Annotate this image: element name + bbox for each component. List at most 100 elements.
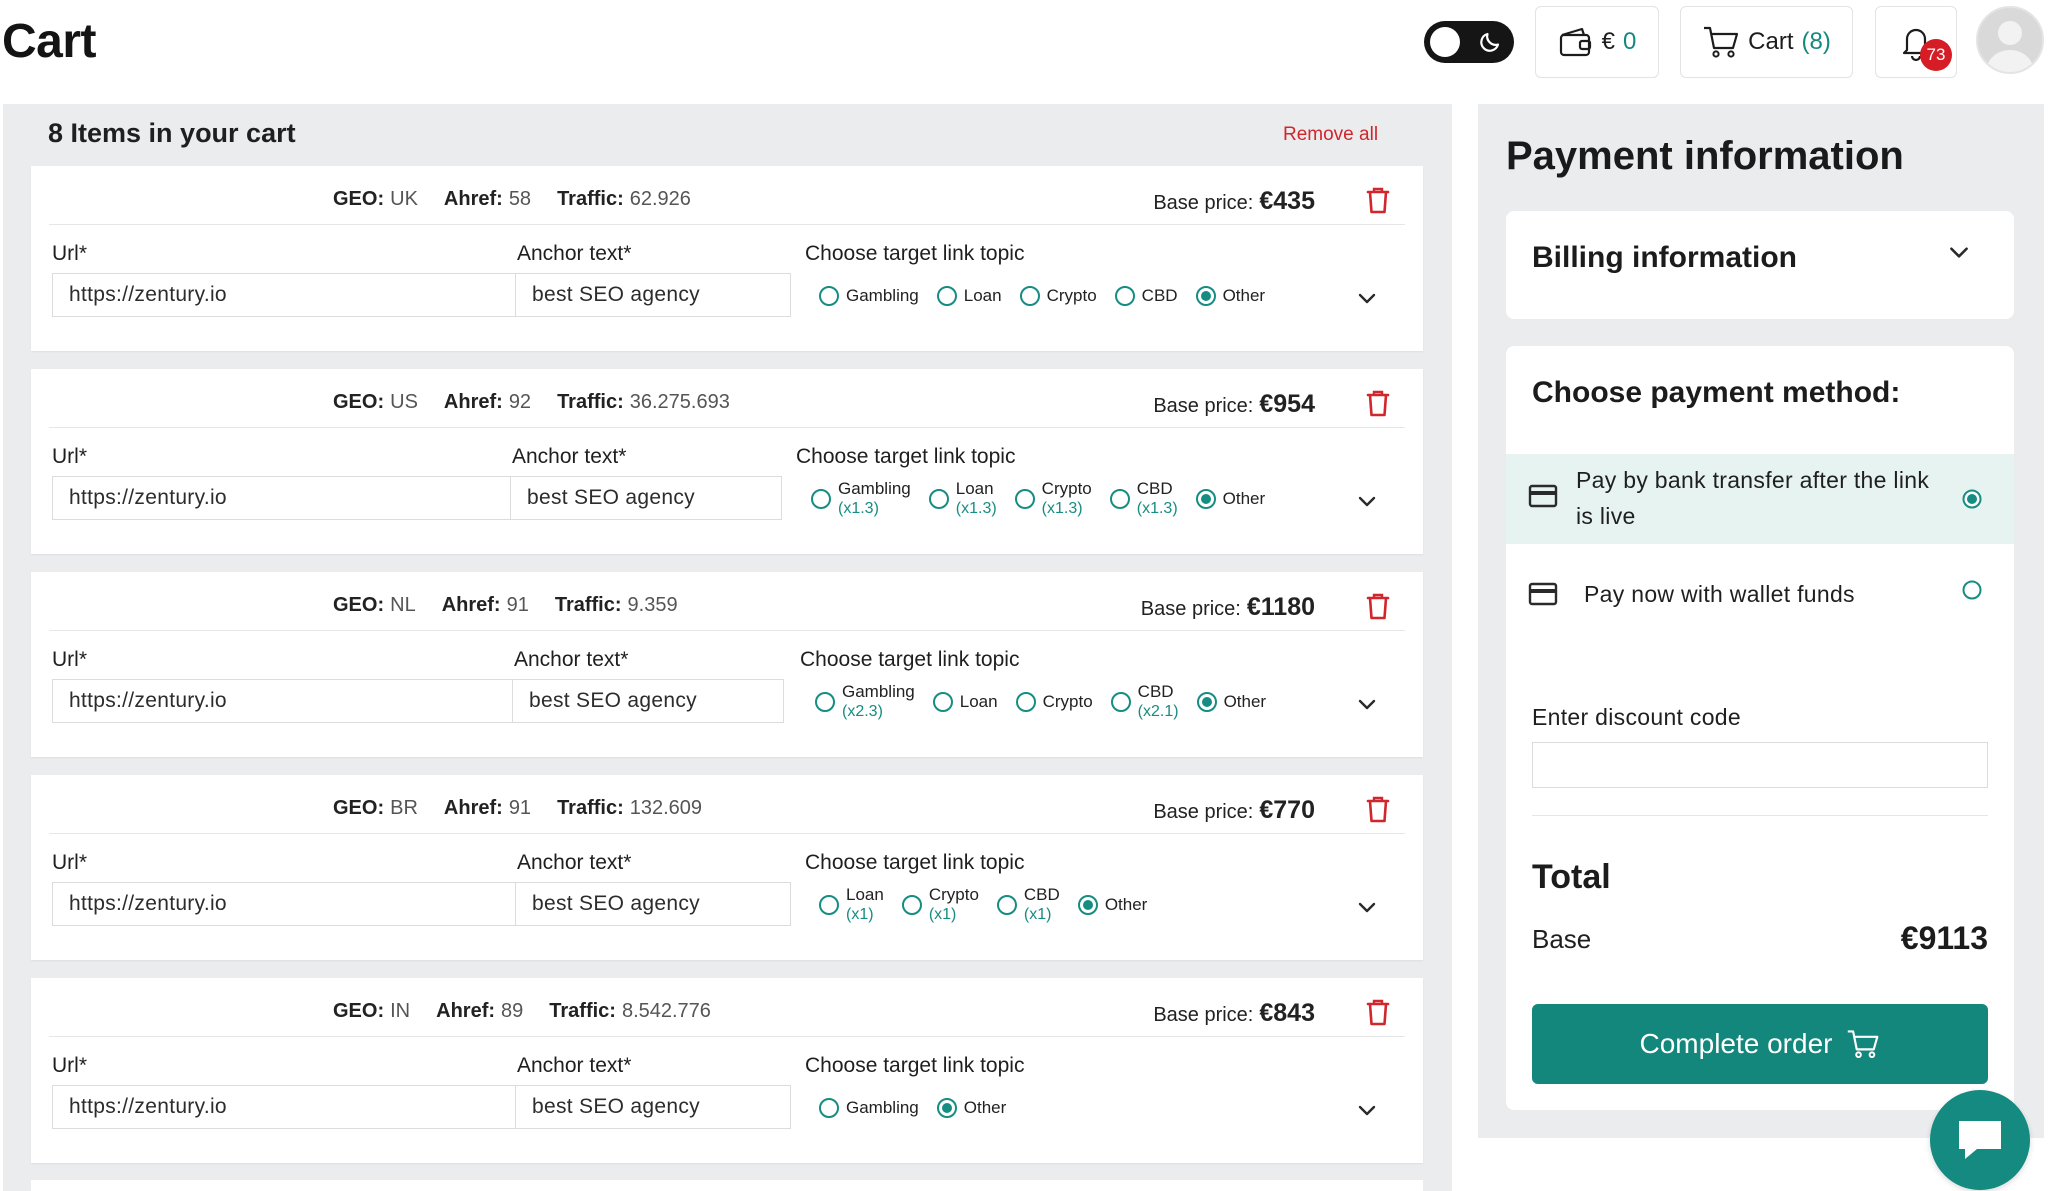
- discount-input[interactable]: [1532, 742, 1988, 788]
- url-input[interactable]: [52, 1085, 533, 1129]
- radio-button[interactable]: [819, 286, 839, 306]
- billing-title: Billing information: [1532, 241, 1797, 274]
- payment-method-title: Choose payment method:: [1532, 376, 1901, 409]
- topic-option-loan[interactable]: Loan: [932, 692, 998, 712]
- radio-button[interactable]: [1014, 489, 1035, 509]
- topic-name: Loan: [963, 286, 1002, 305]
- item-meta: GEO: UK Ahref: 58 Traffic: 62.926: [333, 188, 711, 211]
- topic-option-gambling[interactable]: Gambling: [819, 286, 919, 306]
- radio-button[interactable]: [819, 1098, 839, 1118]
- topic-option-gambling[interactable]: Gambling (x1.3): [811, 479, 911, 519]
- topic-label: Choose target link topic: [800, 648, 1020, 671]
- cart-label: Cart: [1748, 28, 1794, 55]
- radio-button[interactable]: [932, 692, 953, 712]
- radio-button[interactable]: [936, 286, 957, 306]
- traffic-value: 36.275.693: [629, 391, 730, 413]
- anchor-label: Anchor text*: [517, 1054, 632, 1077]
- trash-icon[interactable]: [1365, 998, 1391, 1026]
- trash-icon[interactable]: [1365, 389, 1391, 417]
- base-price-label: Base price:: [1153, 395, 1254, 417]
- topic-name: Loan: [955, 479, 994, 498]
- wallet-icon: [1559, 27, 1591, 57]
- radio-button[interactable]: [928, 489, 949, 509]
- item-meta: GEO: IN Ahref: 89 Traffic: 8.542.776: [333, 1000, 731, 1023]
- chevron-down-icon[interactable]: [1946, 239, 1972, 265]
- topic-option-crypto[interactable]: Crypto: [1019, 286, 1097, 306]
- topic-option-loan[interactable]: Loan: [936, 286, 1002, 306]
- anchor-input[interactable]: [515, 273, 791, 317]
- trash-icon[interactable]: [1365, 592, 1391, 620]
- radio-button[interactable]: [1019, 286, 1040, 306]
- traffic-value: 132.609: [629, 797, 703, 819]
- topic-option-other[interactable]: Other: [1195, 286, 1265, 306]
- radio-button[interactable]: [1195, 489, 1216, 509]
- payment-method-bank-transfer[interactable]: [1506, 454, 2014, 544]
- topic-option-cbd[interactable]: CBD (x1.3): [1109, 479, 1178, 519]
- topic-option-crypto[interactable]: Crypto: [1015, 692, 1093, 712]
- trash-icon[interactable]: [1365, 795, 1391, 823]
- url-input[interactable]: [52, 679, 531, 723]
- radio-button[interactable]: [901, 895, 922, 915]
- radio-button[interactable]: [1015, 692, 1036, 712]
- theme-toggle[interactable]: [1424, 21, 1514, 63]
- radio-button[interactable]: [1110, 692, 1131, 712]
- chevron-down-icon[interactable]: [1355, 286, 1379, 310]
- radio-button[interactable]: [811, 489, 831, 509]
- topic-option-other[interactable]: Other: [1077, 895, 1147, 915]
- anchor-input[interactable]: [515, 1085, 791, 1129]
- chevron-down-icon[interactable]: [1355, 489, 1379, 513]
- topic-option-crypto[interactable]: Crypto (x1): [901, 885, 979, 925]
- radio-button[interactable]: [1114, 286, 1135, 306]
- topic-name: CBD: [1137, 682, 1174, 701]
- trash-icon[interactable]: [1365, 186, 1391, 214]
- topic-option-gambling[interactable]: Gambling (x2.3): [815, 682, 915, 722]
- topic-option-cbd[interactable]: CBD (x1): [996, 885, 1060, 925]
- anchor-input[interactable]: [512, 679, 784, 723]
- topic-name: CBD: [1141, 286, 1178, 305]
- payment-method-wallet[interactable]: Pay now with wallet funds: [1528, 576, 1855, 612]
- chat-button[interactable]: [1930, 1090, 2030, 1190]
- chevron-down-icon[interactable]: [1355, 692, 1379, 716]
- divider: [1532, 815, 1988, 816]
- radio-button[interactable]: [936, 1098, 957, 1118]
- radio-button[interactable]: [1077, 895, 1098, 915]
- url-input[interactable]: [52, 273, 533, 317]
- radio-button[interactable]: [1195, 286, 1216, 306]
- remove-all-link[interactable]: Remove all: [1283, 124, 1379, 145]
- topic-option-gambling[interactable]: Gambling: [819, 1098, 919, 1118]
- radio-button[interactable]: [815, 692, 835, 712]
- cart-button[interactable]: Cart (8): [1680, 6, 1853, 78]
- cart-icon: [1704, 26, 1739, 58]
- complete-order-label: Complete order: [1639, 1028, 1833, 1059]
- topic-option-loan[interactable]: Loan (x1.3): [928, 479, 997, 519]
- topic-option-other[interactable]: Other: [1196, 692, 1267, 712]
- wallet-button[interactable]: € 0: [1535, 6, 1659, 78]
- topic-option-crypto[interactable]: Crypto (x1.3): [1014, 479, 1092, 519]
- anchor-input[interactable]: [510, 476, 782, 520]
- avatar-icon: [1986, 21, 2034, 72]
- topic-option-other[interactable]: Other: [1195, 489, 1265, 509]
- topic-option-cbd[interactable]: CBD (x2.1): [1110, 682, 1179, 722]
- radio-button[interactable]: [996, 895, 1017, 915]
- anchor-input[interactable]: [515, 882, 791, 926]
- topic-option-other[interactable]: Other: [936, 1098, 1007, 1118]
- chevron-down-icon[interactable]: [1355, 1098, 1379, 1122]
- radio-button[interactable]: [819, 895, 839, 915]
- complete-order-button[interactable]: Complete order: [1532, 1004, 1988, 1084]
- topic-name: Other: [963, 1098, 1007, 1117]
- billing-accordion[interactable]: Billing information: [1506, 211, 2014, 319]
- url-input[interactable]: [52, 476, 528, 520]
- geo-label: GEO:: [333, 797, 385, 819]
- radio-wallet[interactable]: [1962, 580, 1982, 600]
- radio-button[interactable]: [1196, 692, 1217, 712]
- url-input[interactable]: [52, 882, 533, 926]
- avatar[interactable]: [1976, 6, 2044, 74]
- topic-multiplier: (x2.1): [1137, 703, 1179, 720]
- radio-button[interactable]: [1109, 489, 1130, 509]
- radio-bank-transfer[interactable]: [1962, 489, 1982, 509]
- chevron-down-icon[interactable]: [1355, 895, 1379, 919]
- topic-name: Other: [1223, 692, 1267, 711]
- topic-multiplier: (x1.3): [1136, 500, 1178, 517]
- topic-option-cbd[interactable]: CBD: [1114, 286, 1178, 306]
- topic-option-loan[interactable]: Loan (x1): [819, 885, 884, 925]
